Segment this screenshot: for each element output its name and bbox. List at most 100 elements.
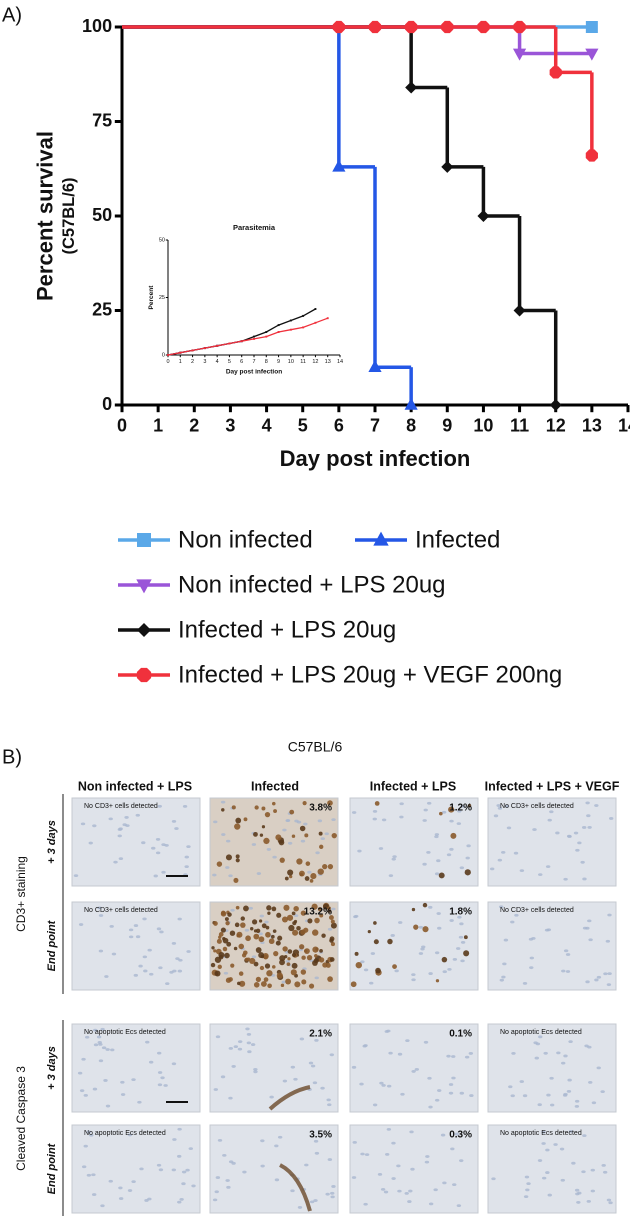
- nucleus: [524, 1175, 530, 1179]
- y-tick-label: 0: [162, 352, 165, 358]
- vessel: [268, 1085, 311, 1111]
- nucleus: [567, 1078, 572, 1082]
- stained-cell: [463, 950, 470, 957]
- x-tick-label: 0: [117, 415, 127, 435]
- nucleus: [407, 1200, 412, 1203]
- data-point: [167, 354, 169, 356]
- nucleus: [574, 1188, 580, 1192]
- stained-cell: [260, 981, 267, 987]
- stained-cell: [238, 971, 244, 976]
- x-tick-label: 11: [300, 359, 306, 365]
- nucleus: [127, 1189, 133, 1192]
- stained-cell: [309, 983, 315, 989]
- stained-cell: [233, 946, 238, 951]
- nucleus: [442, 970, 447, 974]
- stained-cell: [330, 942, 335, 947]
- stained-cell: [221, 910, 226, 916]
- nucleus: [588, 1081, 593, 1084]
- nucleus: [510, 1094, 515, 1098]
- data-point: [585, 21, 598, 33]
- stained-cell: [286, 962, 291, 967]
- stained-cell: [255, 976, 261, 982]
- stained-cell: [214, 970, 221, 977]
- nucleus: [388, 1051, 393, 1055]
- stained-cell: [305, 861, 311, 866]
- data-point: [277, 324, 280, 327]
- stained-cell: [298, 870, 305, 877]
- data-point: [441, 160, 454, 173]
- nucleus: [497, 858, 503, 862]
- nucleus: [388, 874, 394, 878]
- nucleus: [563, 877, 568, 881]
- nucleus: [329, 1053, 335, 1057]
- stained-cell: [317, 907, 323, 912]
- nucleus: [587, 826, 592, 829]
- nucleus: [155, 838, 161, 841]
- nucleus: [118, 1197, 124, 1200]
- nucleus: [128, 928, 134, 932]
- nucleus: [174, 827, 179, 830]
- nucleus: [420, 947, 425, 951]
- nucleus: [603, 972, 608, 976]
- x-tick-label: 3: [225, 415, 235, 435]
- nucleus: [171, 819, 177, 823]
- nucleus: [428, 1202, 434, 1206]
- nucleus: [428, 972, 433, 975]
- y-axis-label: Percent survival: [32, 131, 57, 301]
- cell-caption: 1.8%: [449, 907, 472, 918]
- nucleus: [131, 1078, 136, 1082]
- y-tick-label: 25: [159, 295, 165, 301]
- nucleus: [81, 1057, 86, 1061]
- nucleus: [117, 828, 123, 831]
- stained-cell: [251, 919, 258, 925]
- x-tick-label: 6: [240, 359, 243, 365]
- stained-cell: [266, 970, 273, 977]
- stained-cell: [250, 927, 254, 931]
- nucleus: [386, 1127, 392, 1131]
- stained-cell: [301, 979, 307, 985]
- stained-cell: [300, 969, 307, 975]
- stained-cell: [259, 965, 265, 971]
- nucleus: [434, 835, 439, 839]
- nucleus: [391, 1177, 396, 1180]
- nucleus: [399, 815, 404, 819]
- stained-cell: [307, 918, 313, 924]
- nucleus: [587, 919, 592, 923]
- nucleus: [231, 1161, 236, 1165]
- stained-cell: [259, 919, 263, 923]
- nucleus: [370, 952, 376, 955]
- nucleus: [253, 1070, 258, 1074]
- nucleus: [549, 1076, 554, 1080]
- nucleus: [89, 1133, 94, 1137]
- nucleus: [237, 1040, 243, 1044]
- x-tick-label: 14: [618, 415, 630, 435]
- nucleus: [226, 839, 231, 843]
- nucleus: [141, 841, 146, 845]
- nucleus: [600, 1090, 605, 1094]
- stained-cell: [266, 905, 272, 911]
- nucleus: [307, 870, 312, 874]
- stained-cell: [285, 978, 292, 985]
- stained-cell: [293, 919, 298, 924]
- nucleus: [437, 926, 442, 930]
- nucleus: [108, 1179, 113, 1183]
- nucleus: [133, 973, 139, 977]
- nucleus: [493, 814, 499, 818]
- nucleus: [596, 1066, 601, 1070]
- stained-cell: [312, 960, 318, 966]
- cell-caption: No CD3+ cells detected: [500, 907, 574, 914]
- nucleus: [177, 1154, 182, 1158]
- stained-cell: [222, 937, 229, 944]
- nucleus: [148, 1060, 154, 1064]
- nucleus: [423, 1040, 429, 1044]
- stained-cell: [271, 906, 277, 912]
- nucleus: [594, 978, 599, 982]
- nucleus: [325, 1192, 330, 1196]
- nucleus: [118, 857, 124, 861]
- nucleus: [525, 1188, 530, 1192]
- column-header: Infected: [251, 779, 299, 793]
- stained-cell: [236, 931, 243, 938]
- stained-cell: [322, 962, 328, 968]
- nucleus: [549, 810, 554, 814]
- nucleus: [109, 924, 114, 928]
